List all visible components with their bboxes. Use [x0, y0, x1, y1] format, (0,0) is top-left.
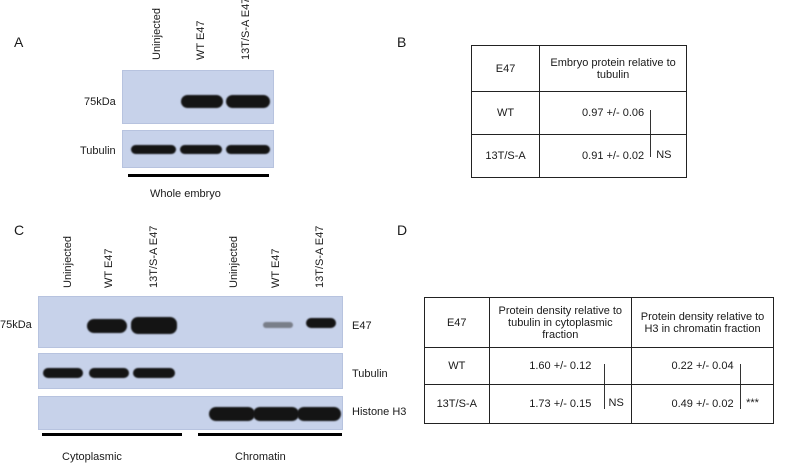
- table-d-header-chrom: Protein density relative to H3 in chroma…: [631, 297, 774, 348]
- band-c-h3-2: [253, 407, 299, 421]
- sig-bracket-b-top: [650, 110, 652, 134]
- panel-c-letter: C: [14, 222, 25, 238]
- blot-c-e47: [38, 296, 343, 348]
- band-c-wt-cyto: [87, 319, 127, 333]
- lane-label-c-uninjected-chrom: Uninjected: [228, 236, 240, 288]
- lane-label-13ts-a-e47: 13T/S-A E47: [240, 0, 252, 60]
- chromatin-bar: [198, 433, 342, 436]
- table-d-header-cyto: Protein density relative to tubulin in c…: [488, 297, 633, 348]
- table-d-row-wt-chrom-cell: 0.22 +/- 0.04: [631, 347, 774, 385]
- band-c-13ts-chrom: [306, 318, 336, 328]
- band-c-tub-1: [43, 368, 83, 378]
- table-b: E47 Embryo protein relative to tubulin W…: [470, 45, 687, 178]
- sig-bracket-d-chrom-bottom: [740, 385, 742, 409]
- band-tubulin-13ts: [226, 145, 270, 154]
- panel-b-letter: B: [397, 34, 407, 50]
- table-b-header-value: Embryo protein relative to tubulin: [539, 45, 687, 92]
- row-label-c-histone: Histone H3: [352, 406, 407, 418]
- sig-bracket-d-cyto-bottom: [603, 385, 605, 409]
- band-c-h3-1: [209, 407, 255, 421]
- band-c-tub-2: [89, 368, 129, 378]
- row-label-c-75kda: 75kDa: [0, 319, 32, 331]
- table-d-row-wt-name: WT: [424, 347, 490, 385]
- band-wt-e47: [181, 95, 223, 108]
- table-d: E47 Protein density relative to tubulin …: [424, 297, 774, 424]
- table-d-header-e47: E47: [424, 297, 490, 348]
- blot-e47-whole-embryo: [122, 70, 274, 124]
- blot-c-histone: [38, 396, 343, 430]
- band-c-wt-chrom: [263, 322, 293, 328]
- panel-a-letter: A: [14, 34, 24, 50]
- table-d-row-13ts-chrom-cell: 0.49 +/- 0.02 ***: [631, 384, 774, 424]
- lane-label-wt-e47: WT E47: [195, 20, 207, 60]
- whole-embryo-label: Whole embryo: [150, 188, 221, 200]
- sig-bracket-d-chrom-top: [740, 364, 742, 384]
- band-c-13ts-cyto: [131, 317, 177, 334]
- table-d-row-13ts-chrom: 0.49 +/- 0.02: [671, 398, 734, 410]
- table-b-row-wt-name: WT: [470, 91, 541, 135]
- cytoplasmic-bar: [42, 433, 182, 436]
- lane-label-c-13ts-cyto: 13T/S-A E47: [148, 225, 160, 288]
- significance-d-cyto: NS: [608, 397, 624, 409]
- band-tubulin-wt: [180, 145, 222, 154]
- table-b-row-13ts-value: 0.91 +/- 0.02: [582, 150, 645, 162]
- band-13ts-a-e47: [226, 95, 270, 108]
- band-c-h3-3: [297, 407, 341, 421]
- sig-bracket-d-cyto-top: [603, 364, 605, 384]
- row-label-c-e47: E47: [352, 320, 372, 332]
- band-c-tub-3: [133, 368, 175, 378]
- table-d-row-13ts-name: 13T/S-A: [424, 384, 490, 424]
- whole-embryo-bar: [128, 174, 269, 177]
- band-tubulin-uninjected: [131, 145, 176, 154]
- lane-label-c-wt-cyto: WT E47: [103, 248, 115, 288]
- table-d-row-13ts-cyto: 1.73 +/- 0.15: [529, 398, 592, 410]
- lane-label-c-13ts-chrom: 13T/S-A E47: [314, 225, 326, 288]
- table-d-row-wt-chrom: 0.22 +/- 0.04: [671, 360, 734, 372]
- sig-bracket-b-bottom: [650, 135, 652, 157]
- cytoplasmic-label: Cytoplasmic: [62, 451, 122, 463]
- blot-c-tubulin: [38, 353, 343, 389]
- table-b-row-wt-value: 0.97 +/- 0.06: [582, 107, 645, 119]
- significance-d-chrom: ***: [746, 397, 759, 409]
- blot-tubulin-whole-embryo: [122, 130, 274, 168]
- row-label-75kda: 75kDa: [84, 96, 116, 108]
- chromatin-label: Chromatin: [235, 451, 286, 463]
- row-label-c-tubulin: Tubulin: [352, 368, 388, 380]
- table-b-header-e47: E47: [470, 45, 541, 92]
- lane-label-c-uninjected-cyto: Uninjected: [62, 236, 74, 288]
- row-label-tubulin: Tubulin: [80, 145, 116, 157]
- table-b-row-13ts-name: 13T/S-A: [470, 134, 541, 178]
- table-d-row-wt-cyto-cell: 1.60 +/- 0.12: [488, 347, 633, 385]
- table-b-row-wt-cell: 0.97 +/- 0.06: [539, 91, 687, 135]
- lane-label-c-wt-chrom: WT E47: [270, 248, 282, 288]
- table-b-row-13ts-cell: 0.91 +/- 0.02 NS: [539, 134, 687, 178]
- lane-label-uninjected: Uninjected: [151, 8, 163, 60]
- table-d-row-wt-cyto: 1.60 +/- 0.12: [529, 360, 592, 372]
- panel-d-letter: D: [397, 222, 408, 238]
- table-d-row-13ts-cyto-cell: 1.73 +/- 0.15 NS: [488, 384, 633, 424]
- significance-b: NS: [656, 149, 672, 161]
